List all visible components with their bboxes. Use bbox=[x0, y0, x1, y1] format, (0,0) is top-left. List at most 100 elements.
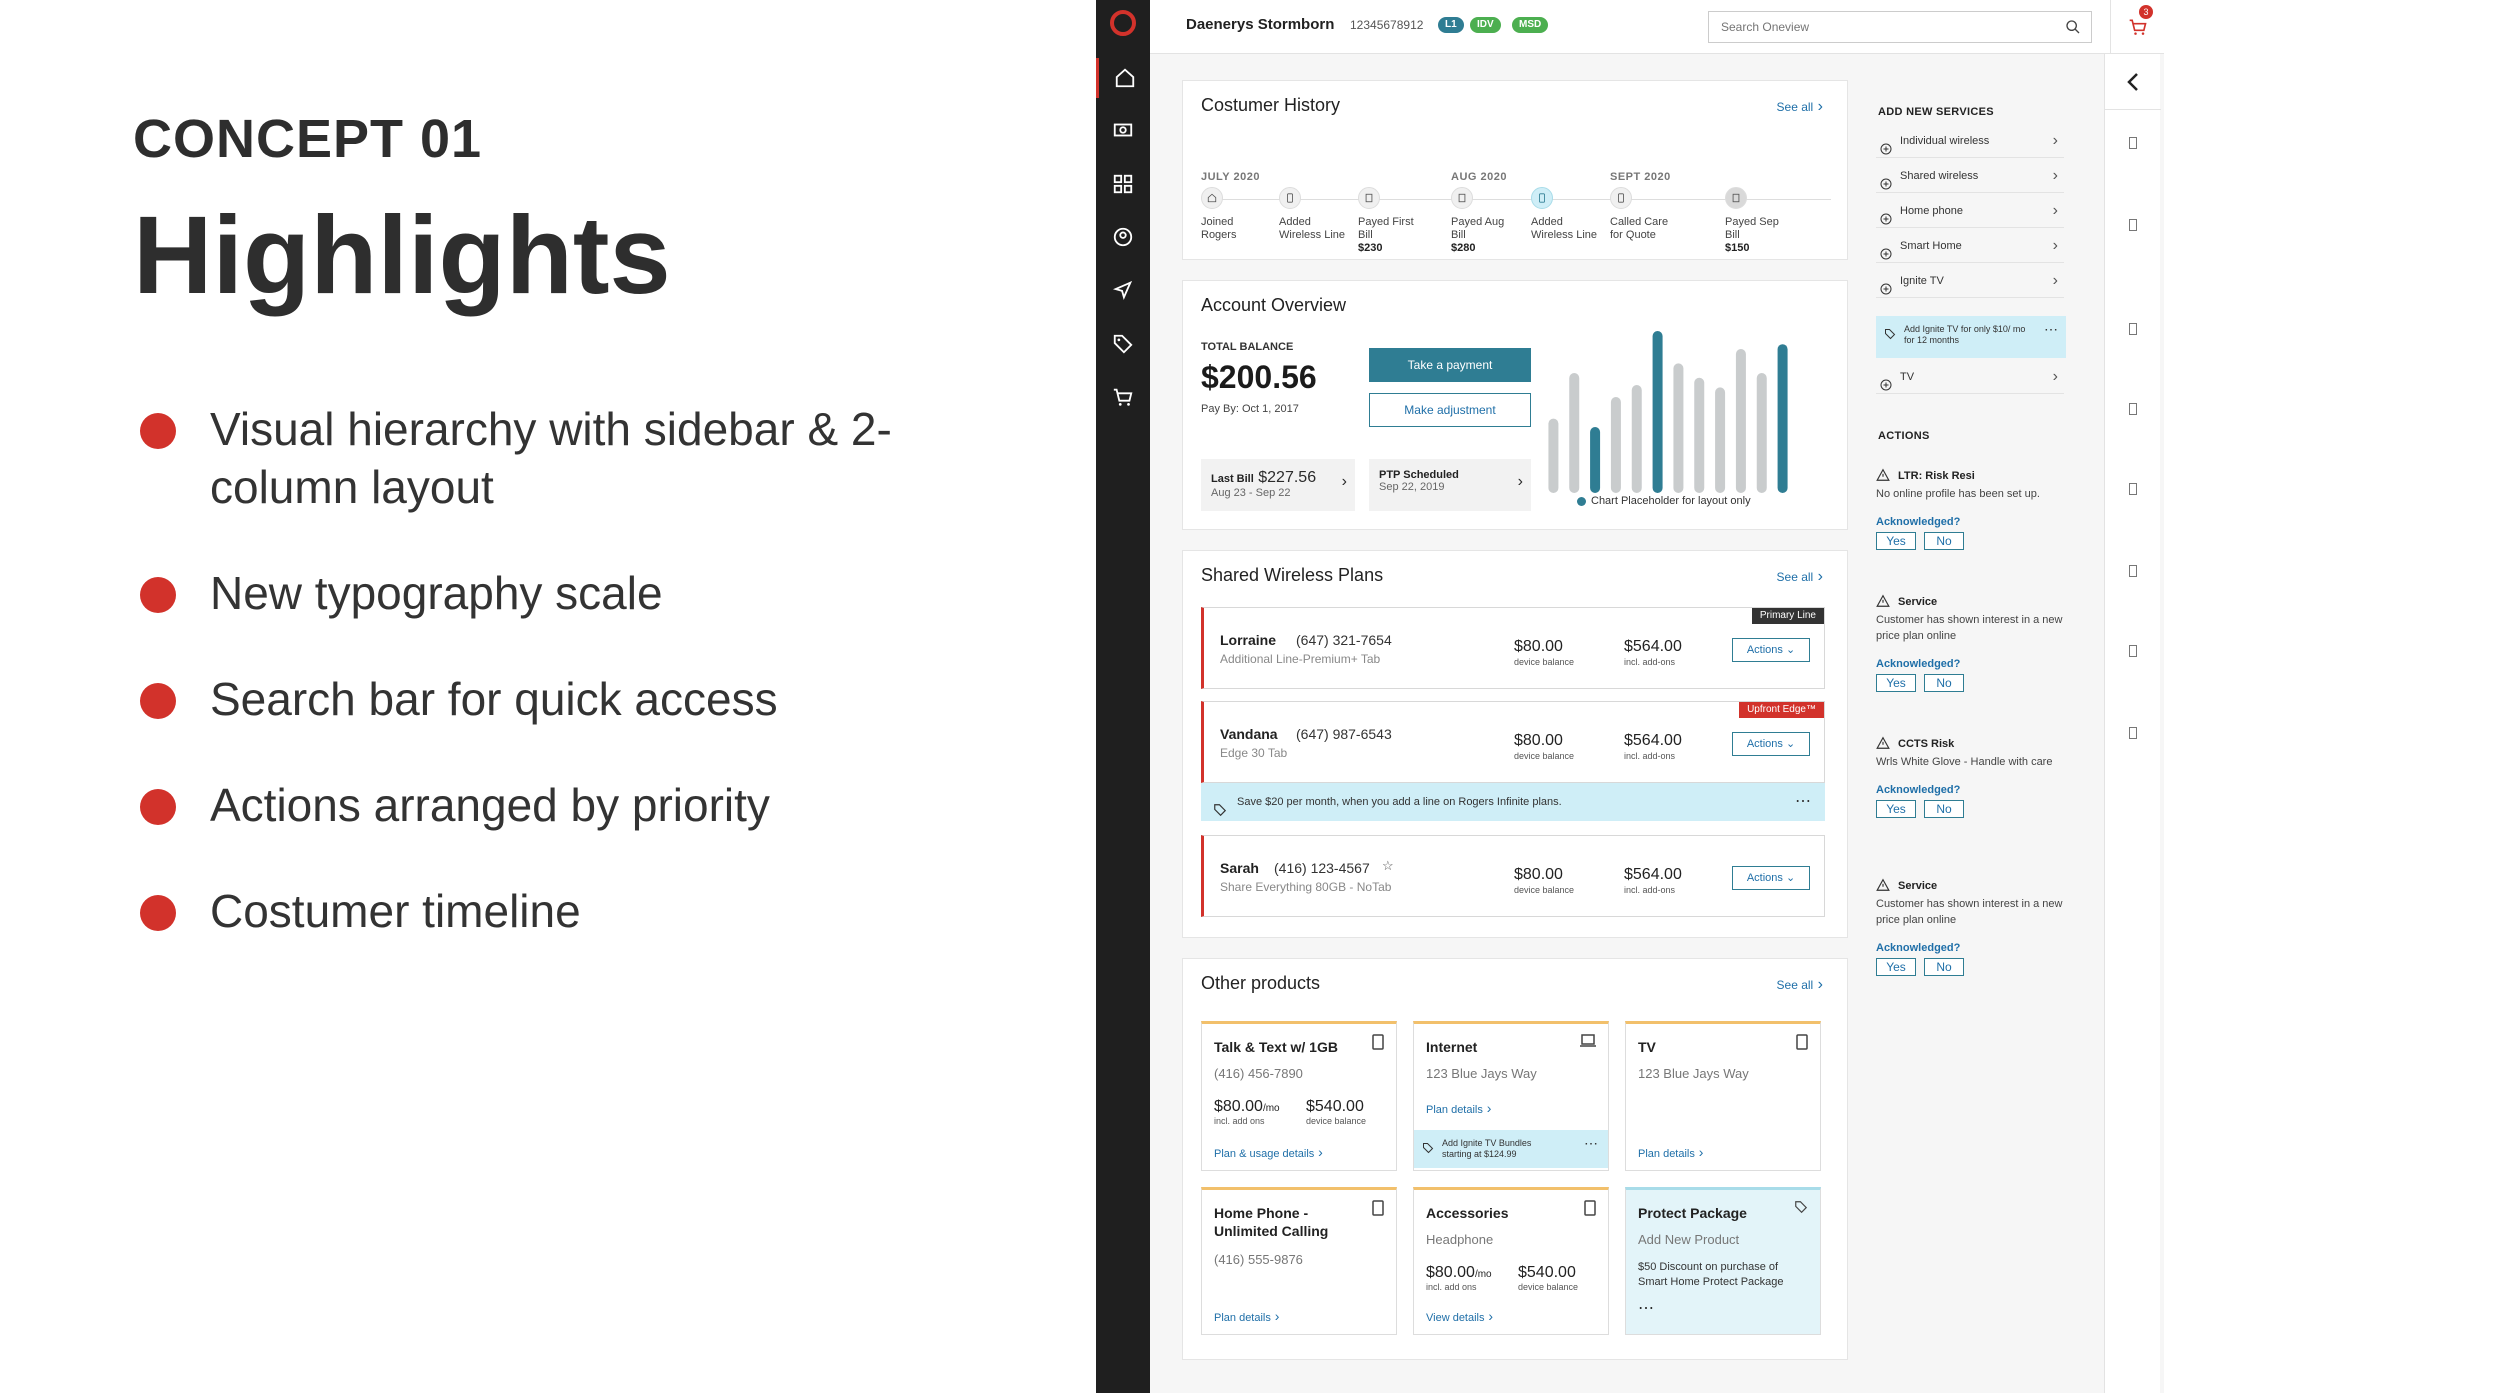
star-icon[interactable]: ☆ bbox=[1382, 858, 1394, 873]
plan-actions-dropdown[interactable]: Actions ⌄ bbox=[1732, 732, 1810, 756]
plan-actions-dropdown[interactable]: Actions ⌄ bbox=[1732, 638, 1810, 662]
plus-circle-icon bbox=[1880, 240, 1892, 274]
tag-icon[interactable] bbox=[1096, 324, 1150, 364]
plans-title: Shared Wireless Plans bbox=[1201, 565, 1384, 585]
document-icon[interactable] bbox=[2129, 322, 2137, 340]
product-home-phone[interactable]: Home Phone - Unlimited Calling (416) 555-… bbox=[1201, 1187, 1397, 1335]
product-protect-package[interactable]: Protect Package Add New Product $50 Disc… bbox=[1625, 1187, 1821, 1335]
document-icon[interactable] bbox=[2129, 482, 2137, 500]
chevron-right-icon: › bbox=[1517, 473, 1523, 490]
total-balance-value: $200.56 bbox=[1201, 359, 1317, 395]
document-icon[interactable] bbox=[2129, 402, 2137, 420]
yes-button[interactable]: Yes bbox=[1876, 958, 1916, 976]
yes-button[interactable]: Yes bbox=[1876, 674, 1916, 692]
chart-bar bbox=[1548, 418, 1559, 493]
chevron-right-icon: › bbox=[1341, 473, 1347, 490]
home-icon[interactable] bbox=[1096, 58, 1150, 98]
more-options-icon[interactable]: ⋯ bbox=[1638, 1300, 1654, 1317]
product-talk-text[interactable]: Talk & Text w/ 1GB (416) 456-7890 $80.00… bbox=[1201, 1021, 1397, 1171]
cart-button[interactable]: 3 bbox=[2110, 0, 2164, 54]
no-button[interactable]: No bbox=[1924, 674, 1964, 692]
primary-line-tag: Primary Line bbox=[1751, 608, 1824, 624]
products-see-all-link[interactable]: See all bbox=[1777, 976, 1823, 994]
shared-wireless-plans-card: Shared Wireless Plans See all Lorraine (… bbox=[1182, 550, 1848, 938]
cart-count-badge: 3 bbox=[2139, 5, 2153, 19]
service-shared-wireless[interactable]: Shared wireless bbox=[1876, 159, 2064, 193]
service-individual-wireless[interactable]: Individual wireless bbox=[1876, 124, 2064, 158]
timeline-event[interactable]: Payed Aug Bill $280 bbox=[1451, 187, 1521, 254]
plus-circle-icon bbox=[1880, 205, 1892, 239]
plan-usage-details-link[interactable]: Plan & usage details bbox=[1214, 1144, 1323, 1160]
plans-see-all-link[interactable]: See all bbox=[1777, 568, 1823, 586]
apps-grid-icon[interactable] bbox=[1096, 164, 1150, 204]
plan-row-vandana[interactable]: Vandana (647) 987-6543 Edge 30 Tab $80.0… bbox=[1201, 701, 1825, 783]
yes-button[interactable]: Yes bbox=[1876, 800, 1916, 818]
tag-icon bbox=[1422, 1142, 1434, 1157]
document-icon[interactable] bbox=[2129, 726, 2137, 744]
brand-logo-icon[interactable] bbox=[1110, 10, 1136, 36]
timeline-event[interactable]: Added Wireless Line bbox=[1531, 187, 1601, 242]
plan-details-link[interactable]: Plan details bbox=[1426, 1100, 1491, 1116]
service-home-phone[interactable]: Home phone bbox=[1876, 194, 2064, 228]
service-tv[interactable]: TV bbox=[1876, 360, 2064, 394]
collapse-chevron-left-icon[interactable] bbox=[2105, 54, 2161, 110]
plan-row-lorraine[interactable]: Lorraine (647) 321-7654 Additional Line-… bbox=[1201, 607, 1825, 689]
yes-button[interactable]: Yes bbox=[1876, 532, 1916, 550]
timeline-event[interactable]: Joined Rogers bbox=[1201, 187, 1271, 242]
no-button[interactable]: No bbox=[1924, 532, 1964, 550]
service-smart-home[interactable]: Smart Home bbox=[1876, 229, 2064, 263]
no-button[interactable]: No bbox=[1924, 800, 1964, 818]
product-internet[interactable]: Internet 123 Blue Jays Way Plan details … bbox=[1413, 1021, 1609, 1171]
search-input[interactable] bbox=[1709, 12, 2039, 42]
document-icon[interactable] bbox=[2129, 136, 2137, 154]
plan-addons: $564.00 incl. add-ons bbox=[1624, 732, 1682, 761]
product-tv[interactable]: TV 123 Blue Jays Way Plan details bbox=[1625, 1021, 1821, 1171]
more-options-icon[interactable]: ⋯ bbox=[1795, 793, 1811, 810]
device-balance: $80.00 device balance bbox=[1514, 866, 1575, 895]
nav-rail bbox=[1096, 0, 1150, 1393]
take-payment-button[interactable]: Take a payment bbox=[1369, 348, 1531, 382]
account-overview-card: Account Overview TOTAL BALANCE $200.56 P… bbox=[1182, 280, 1848, 530]
document-icon[interactable] bbox=[2129, 644, 2137, 662]
ignite-tv-promo[interactable]: Add Ignite TV for only $10/ mo for 12 mo… bbox=[1876, 316, 2066, 358]
plan-details-link[interactable]: Plan details bbox=[1214, 1308, 1279, 1324]
search-icon[interactable] bbox=[2065, 19, 2081, 40]
total-balance-label: TOTAL BALANCE bbox=[1201, 341, 1294, 353]
bill-event-icon bbox=[1725, 187, 1747, 209]
more-options-icon[interactable]: ⋯ bbox=[1584, 1135, 1598, 1151]
billing-icon[interactable] bbox=[1096, 110, 1150, 150]
profile-icon[interactable] bbox=[1096, 217, 1150, 257]
highlight-item: Costumer timeline bbox=[140, 882, 1020, 940]
plan-desc: Share Everything 80GB - NoTab bbox=[1220, 880, 1392, 894]
call-event-icon bbox=[1610, 187, 1632, 209]
service-ignite-tv[interactable]: Ignite TV bbox=[1876, 264, 2064, 298]
plan-row-sarah[interactable]: Sarah (416) 123-4567 ☆ Share Everything … bbox=[1201, 835, 1825, 917]
timeline-event[interactable]: Added Wireless Line bbox=[1279, 187, 1349, 242]
search-bar bbox=[1708, 11, 2092, 43]
plus-circle-icon bbox=[1880, 371, 1892, 405]
last-bill-box[interactable]: Last Bill $227.56 Aug 23 - Sep 22 › bbox=[1201, 459, 1355, 511]
history-see-all-link[interactable]: See all bbox=[1777, 98, 1823, 116]
timeline-event[interactable]: Payed First Bill $230 bbox=[1358, 187, 1428, 254]
view-details-link[interactable]: View details bbox=[1426, 1308, 1493, 1324]
more-options-icon[interactable]: ⋯ bbox=[2044, 321, 2058, 337]
ptp-scheduled-box[interactable]: PTP Scheduled Sep 22, 2019 › bbox=[1369, 459, 1531, 511]
plans-promo-banner[interactable]: Save $20 per month, when you add a line … bbox=[1201, 783, 1825, 821]
product-accessories[interactable]: Accessories Headphone $80.00/mo incl. add… bbox=[1413, 1187, 1609, 1335]
plan-phone: (416) 123-4567 bbox=[1274, 860, 1370, 876]
internet-promo[interactable]: Add Ignite TV Bundles starting at $124.9… bbox=[1414, 1130, 1608, 1168]
cart-icon[interactable] bbox=[1096, 377, 1150, 417]
send-icon[interactable] bbox=[1096, 270, 1150, 310]
document-icon[interactable] bbox=[2129, 564, 2137, 582]
chart-bar bbox=[1569, 373, 1580, 493]
make-adjustment-button[interactable]: Make adjustment bbox=[1369, 393, 1531, 427]
history-title: Costumer History bbox=[1201, 95, 1341, 115]
timeline-event[interactable]: Called Care for Quote bbox=[1610, 187, 1680, 242]
highlight-item: New typography scale bbox=[140, 564, 1020, 622]
plus-circle-icon bbox=[1880, 275, 1892, 309]
plan-details-link[interactable]: Plan details bbox=[1638, 1144, 1703, 1160]
timeline-event[interactable]: Payed Sep Bill $150 bbox=[1725, 187, 1795, 254]
plan-actions-dropdown[interactable]: Actions ⌄ bbox=[1732, 866, 1810, 890]
no-button[interactable]: No bbox=[1924, 958, 1964, 976]
document-icon[interactable] bbox=[2129, 218, 2137, 236]
